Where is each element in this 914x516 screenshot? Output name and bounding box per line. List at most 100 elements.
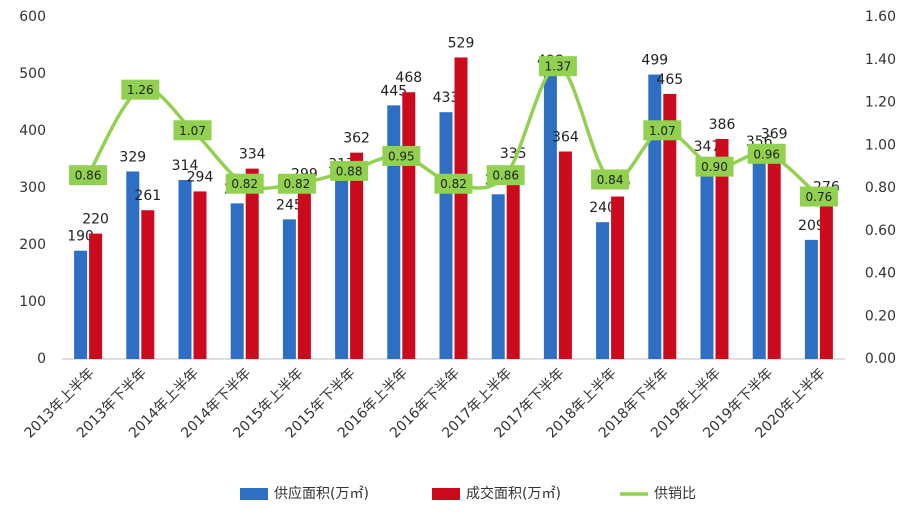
data-label: 347: [694, 139, 721, 155]
data-label: 0.82: [231, 177, 258, 191]
legend-label: 成交面积(万㎡): [466, 485, 561, 502]
label-box: [277, 173, 316, 194]
data-label: 0.82: [440, 177, 467, 191]
bar: [663, 93, 677, 359]
data-label: 468: [395, 70, 422, 86]
bar: [439, 112, 453, 359]
y-tick-label: 300: [19, 180, 46, 196]
data-label: 1.37: [545, 60, 572, 74]
data-label: 0.90: [701, 160, 728, 174]
bar: [387, 105, 401, 359]
bar: [335, 178, 349, 359]
label-box: [330, 160, 369, 181]
label-box: [643, 120, 682, 141]
bar: [752, 156, 766, 359]
bar: [74, 250, 88, 359]
data-label: 0.96: [753, 147, 780, 161]
y-tick-label: 600: [19, 9, 46, 25]
bar: [141, 210, 155, 359]
y2-tick-label: 0.60: [865, 223, 896, 239]
bar: [804, 239, 818, 359]
data-label: 364: [552, 130, 579, 146]
label-box: [538, 56, 577, 77]
data-label: 0.95: [388, 149, 415, 163]
data-label: 314: [172, 158, 199, 174]
data-label: 245: [276, 197, 303, 213]
legend-label: 供销比: [654, 486, 696, 502]
label-box: [69, 165, 108, 186]
bar: [543, 75, 557, 359]
bar: [715, 138, 729, 359]
data-label: 1.26: [127, 83, 154, 97]
label-box: [173, 120, 212, 141]
bar: [491, 194, 505, 359]
data-label: 362: [343, 131, 370, 147]
y2-tick-label: 0.00: [865, 351, 896, 367]
y2-tick-label: 0.20: [865, 308, 896, 324]
bar: [193, 191, 207, 359]
data-label: 386: [709, 117, 736, 133]
data-label: 334: [239, 147, 266, 163]
data-label: 0.82: [284, 177, 311, 191]
bar: [819, 201, 833, 359]
bar: [596, 222, 610, 359]
bar: [611, 196, 625, 359]
bar: [558, 151, 572, 359]
data-label: 0.76: [806, 190, 833, 204]
legend-swatch: [432, 488, 460, 500]
label-box: [434, 173, 473, 194]
data-label: 240: [589, 200, 616, 216]
bar: [89, 233, 103, 359]
data-label: 1.07: [179, 124, 206, 138]
data-label: 220: [82, 212, 109, 228]
data-label: 499: [641, 53, 668, 69]
data-label: 0.84: [597, 173, 624, 187]
y-tick-label: 100: [19, 294, 46, 310]
data-label: 433: [433, 90, 460, 106]
bar: [178, 180, 192, 359]
bar: [350, 152, 364, 359]
legend-label: 供应面积(万㎡): [274, 485, 369, 502]
bar: [767, 148, 781, 359]
bar: [282, 219, 296, 359]
data-label: 329: [119, 149, 146, 165]
label-box: [695, 156, 734, 177]
y-tick-label: 500: [19, 66, 46, 82]
label-box: [121, 79, 160, 100]
y2-tick-label: 0.80: [865, 180, 896, 196]
data-label: 261: [134, 188, 161, 204]
label-box: [591, 169, 630, 190]
y-tick-label: 200: [19, 237, 46, 253]
y2-tick-label: 1.60: [865, 9, 896, 25]
y2-tick-label: 1.40: [865, 52, 896, 68]
data-label: 1.07: [649, 124, 676, 138]
legend-swatch: [240, 488, 268, 500]
bar: [245, 168, 259, 359]
y2-tick-label: 0.40: [865, 266, 896, 282]
bar: [297, 188, 311, 359]
y-tick-label: 400: [19, 123, 46, 139]
data-label: 209: [798, 218, 825, 234]
bar: [506, 168, 520, 359]
data-label: 369: [761, 127, 788, 143]
label-box: [799, 186, 838, 207]
label-box: [225, 173, 264, 194]
bar: [126, 171, 140, 359]
bar: [700, 161, 714, 359]
label-box: [486, 165, 525, 186]
label-box: [747, 143, 786, 164]
bar: [402, 92, 416, 360]
bar: [454, 57, 468, 359]
data-label: 190: [67, 229, 94, 245]
data-label: 529: [448, 35, 475, 51]
bar: [230, 203, 244, 359]
data-label: 0.86: [75, 169, 102, 183]
y-tick-label: 0: [37, 351, 46, 367]
y2-tick-label: 1.00: [865, 137, 896, 153]
y2-tick-label: 1.20: [865, 95, 896, 111]
data-label: 465: [656, 72, 683, 88]
data-label: 0.86: [492, 169, 519, 183]
bar: [648, 74, 662, 359]
